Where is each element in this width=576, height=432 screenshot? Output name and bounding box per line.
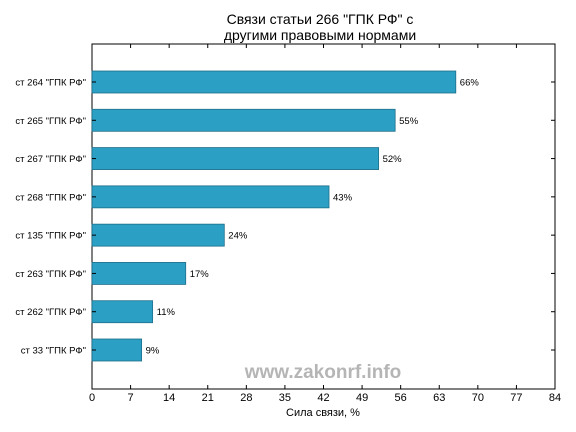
x-tick-label: 14: [163, 392, 175, 404]
category-label: ст 268 "ГПК РФ": [15, 192, 86, 203]
x-tick-label: 84: [549, 392, 561, 404]
x-tick-label: 21: [202, 392, 214, 404]
x-tick-label: 28: [240, 392, 252, 404]
bar: [91, 338, 143, 362]
x-axis: 0 7 14 21 28 35 42 49 56 63 70 77 84: [89, 44, 561, 404]
chart-title-line-2: другими правовыми нормами: [224, 27, 416, 43]
bar: [91, 300, 154, 324]
data-label: 9%: [146, 346, 160, 357]
x-tick-label: 63: [433, 392, 445, 404]
watermark-text: www.zakonrf.info: [244, 362, 402, 383]
category-label: ст 264 "ГПК РФ": [15, 78, 86, 89]
bar: [91, 108, 396, 132]
bar: [91, 185, 330, 209]
x-tick-label: 35: [279, 392, 291, 404]
plot-frame: [91, 43, 556, 390]
bar: [91, 70, 457, 94]
x-tick-label: 42: [317, 392, 329, 404]
x-tick-label: 56: [395, 392, 407, 404]
x-tick-label: 70: [472, 392, 484, 404]
x-tick-label: 7: [128, 392, 134, 404]
chart-title-line-1: Связи статьи 266 "ГПК РФ" с: [227, 11, 414, 27]
data-label: 43%: [333, 192, 353, 203]
category-label: ст 262 "ГПК РФ": [15, 307, 86, 318]
x-axis-label: Сила связи, %: [286, 407, 360, 419]
x-tick-label: 49: [356, 392, 368, 404]
bars-group: 66% ст 264 "ГПК РФ" 55% ст 265 "ГПК РФ" 52% с…: [15, 70, 555, 362]
data-label: 52%: [383, 154, 403, 165]
bar: [91, 223, 225, 247]
bar: [91, 147, 380, 170]
bar: [91, 262, 187, 285]
category-label: ст 263 "ГПК РФ": [15, 269, 86, 280]
category-label: ст 33 "ГПК РФ": [21, 346, 86, 357]
category-label: ст 267 "ГПК РФ": [15, 154, 86, 165]
data-label: 55%: [399, 116, 419, 127]
data-label: 11%: [157, 307, 176, 318]
data-label: 24%: [228, 231, 248, 242]
x-tick-label: 0: [89, 392, 95, 404]
data-label: 66%: [460, 78, 480, 89]
category-label: ст 135 "ГПК РФ": [15, 231, 86, 242]
x-tick-label: 77: [510, 392, 522, 404]
category-label: ст 265 "ГПК РФ": [15, 116, 86, 127]
data-label: 17%: [190, 269, 210, 280]
